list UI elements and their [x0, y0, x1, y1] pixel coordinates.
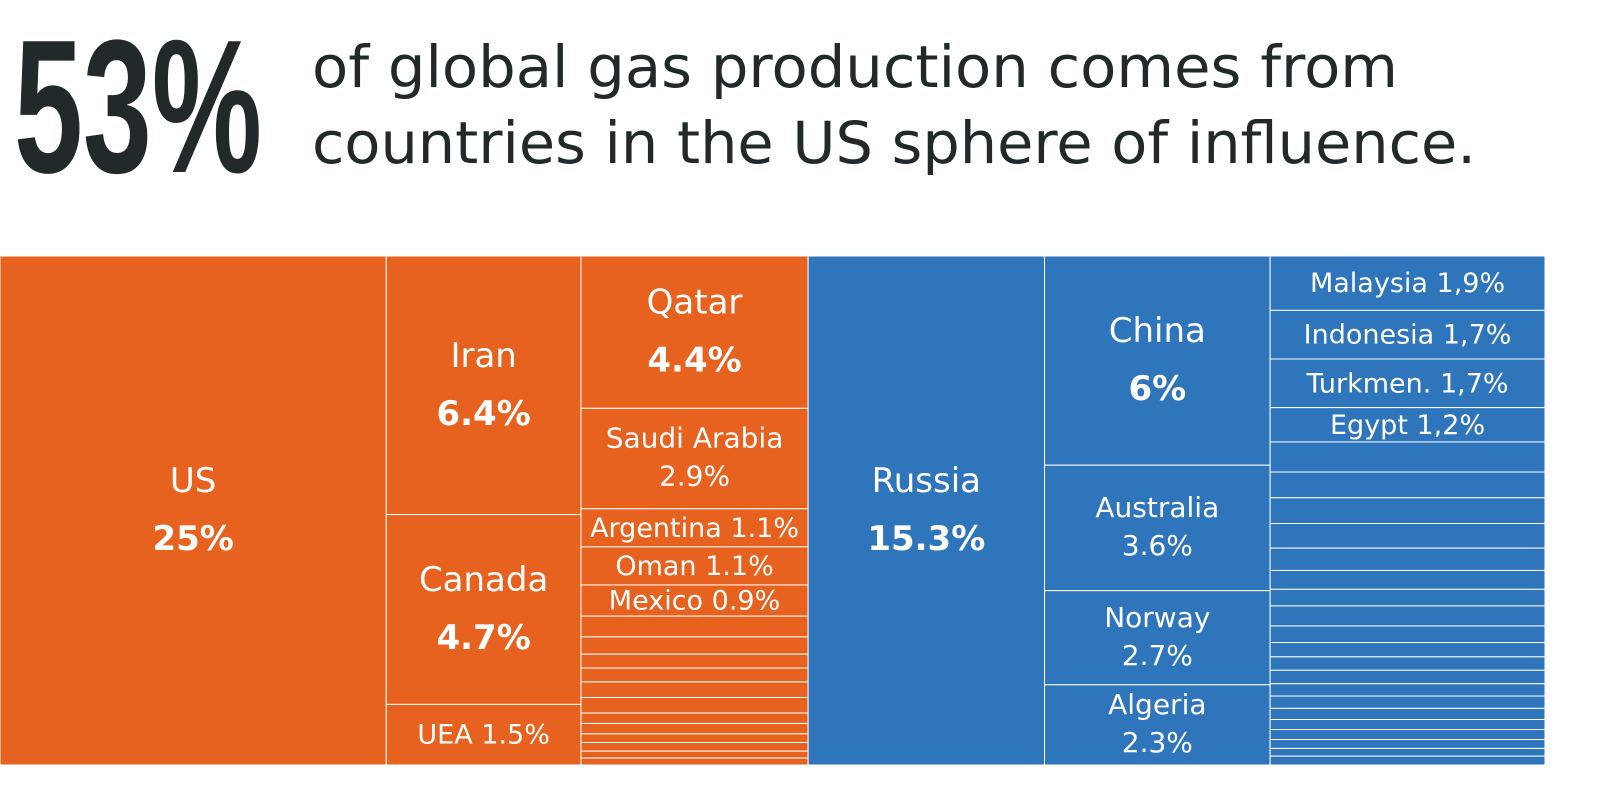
cell-label: Turkmen. [1306, 368, 1432, 399]
cell [580, 407, 809, 510]
cell-text-line: Egypt 1,2% [1330, 409, 1485, 440]
cell-text-line: Argentina 1.1% [590, 512, 799, 543]
cell [580, 750, 809, 759]
cell-value: 1,9% [1437, 268, 1506, 299]
cell-text-line: Malaysia 1,9% [1310, 268, 1505, 299]
cell [580, 722, 809, 735]
cell-label: China [1109, 311, 1206, 351]
cell-value: 2.7% [1122, 639, 1193, 672]
cell [1269, 683, 1546, 697]
cell-label: Oman [615, 550, 696, 581]
cell-label: Norway [1104, 601, 1210, 634]
headline: 53% [14, 1, 262, 213]
cell [1269, 523, 1546, 549]
cell [1269, 747, 1546, 757]
cell [580, 712, 809, 724]
cell [1269, 656, 1546, 671]
cell-label: Saudi Arabia [606, 422, 784, 455]
cell-value: 2.3% [1122, 726, 1193, 759]
cell [580, 636, 809, 655]
cell-label: Egypt [1330, 409, 1408, 440]
cell [580, 653, 809, 669]
cell-label: Australia [1095, 491, 1219, 524]
cell [1269, 588, 1546, 607]
cell-value: 6% [1128, 369, 1186, 409]
cell [1044, 684, 1271, 766]
cell [1269, 755, 1546, 766]
cell [1269, 471, 1546, 499]
cell [580, 757, 809, 766]
cell [580, 255, 809, 409]
cell [385, 703, 582, 766]
cell [1269, 729, 1546, 741]
cell [1269, 625, 1546, 644]
cell [1269, 605, 1546, 627]
title-line: of global gas production comes from [312, 33, 1398, 101]
cell-label: Indonesia [1304, 319, 1435, 350]
cell [580, 615, 809, 638]
cell [580, 741, 809, 752]
cell [580, 681, 809, 698]
cell-label: Malaysia [1310, 268, 1428, 299]
cell [1269, 642, 1546, 658]
cell-text-line: Oman 1.1% [615, 550, 773, 581]
cell [1044, 255, 1271, 466]
cell-text-line: Mexico 0.9% [609, 585, 780, 616]
cell [1269, 695, 1546, 709]
cell-label: Algeria [1108, 688, 1206, 721]
cell-value: 15.3% [867, 519, 985, 559]
cell-label: Russia [872, 461, 981, 501]
cell-value: 1,2% [1417, 409, 1486, 440]
cell-label: Canada [419, 560, 548, 600]
cell-value: 1,7% [1443, 319, 1512, 350]
cell-value: 1.1% [705, 550, 774, 581]
cell-value: 3.6% [1122, 529, 1193, 562]
cell-value: 1.1% [730, 512, 799, 543]
cell-label: Qatar [647, 283, 743, 323]
cell [385, 514, 582, 705]
treemap: US 25% Iran 6.4% Canada 4.7% UEA 1.5% Qatar 4.4%… [0, 255, 1546, 766]
title-line: countries in the US sphere of influence. [312, 109, 1476, 177]
cell-value: 6.4% [436, 394, 530, 434]
cell [580, 696, 809, 714]
cell [1269, 497, 1546, 525]
cell-value: 25% [152, 519, 233, 559]
cell-value: 2.9% [659, 460, 730, 493]
cell [1044, 590, 1271, 686]
cell-value: 1,7% [1440, 368, 1509, 399]
cell [1269, 707, 1546, 721]
cell [580, 508, 809, 548]
cell-value: 1.5% [481, 719, 550, 750]
cell-label: Mexico [609, 585, 703, 616]
cell [1044, 464, 1271, 592]
cell [1269, 547, 1546, 571]
cell [1269, 407, 1546, 443]
cell [1269, 358, 1546, 409]
cell [1269, 441, 1546, 473]
cell [1269, 255, 1546, 311]
cell-text-line: Indonesia 1,7% [1304, 319, 1512, 350]
cell-label: UEA [417, 719, 473, 750]
cell-label: Iran [450, 336, 516, 376]
cell-value: 4.7% [436, 618, 530, 658]
cell [1269, 569, 1546, 590]
cell [580, 546, 809, 586]
cell-label: Argentina [590, 512, 722, 543]
cell-value: 0.9% [712, 585, 781, 616]
cell [1269, 669, 1546, 685]
cell [807, 255, 1046, 766]
cell [0, 255, 387, 766]
cell [1269, 739, 1546, 749]
cell-text-line: Turkmen. 1,7% [1306, 368, 1509, 399]
cell [580, 733, 809, 743]
cell-text-line: UEA 1.5% [417, 719, 550, 750]
cell-value: 4.4% [647, 341, 741, 381]
cell-label: US [170, 461, 216, 501]
cell [580, 667, 809, 683]
cell [1269, 719, 1546, 731]
cell [385, 255, 582, 516]
